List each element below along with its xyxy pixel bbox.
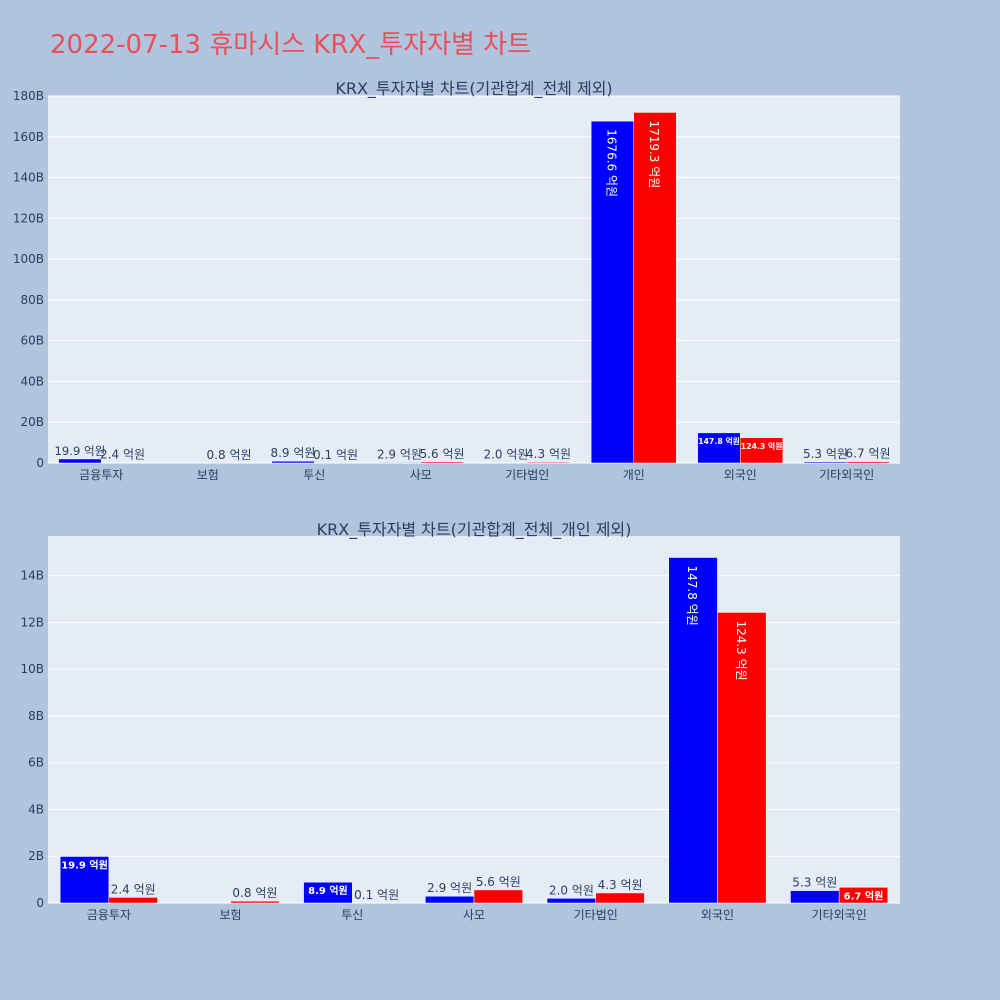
- data-label: 0.1 억원: [313, 448, 358, 462]
- data-label: 19.9 억원: [61, 858, 108, 871]
- data-label: 124.3 억원: [741, 441, 783, 451]
- y-tick-label: 180B: [13, 89, 44, 103]
- bar-blue: [425, 895, 475, 904]
- bar-red: [838, 887, 889, 904]
- chart-title: KRX_투자자별 차트(기관합계_전체 제외): [335, 79, 612, 99]
- bar-blue: [59, 856, 110, 904]
- y-tick-label: 20B: [20, 415, 44, 429]
- data-label: 5.3 억원: [792, 876, 837, 890]
- data-label: 6.7 억원: [844, 889, 884, 902]
- y-tick-label: 120B: [13, 211, 44, 225]
- data-label: 0.8 억원: [232, 886, 277, 900]
- bar-blue: [590, 120, 635, 464]
- x-tick-label: 투신: [303, 468, 325, 482]
- bar-red: [846, 461, 890, 464]
- x-tick-label: 투신: [341, 908, 363, 922]
- data-label: 147.8 억원: [685, 566, 699, 626]
- x-tick-label: 기타법인: [505, 468, 549, 482]
- bar-blue: [668, 557, 718, 904]
- data-label: 2.4 억원: [111, 882, 156, 896]
- data-label: 8.9 억원: [270, 446, 315, 460]
- y-tick-label: 80B: [20, 293, 44, 307]
- bar-blue: [377, 462, 421, 464]
- y-tick-label: 160B: [13, 130, 44, 144]
- y-tick-label: 0: [36, 456, 44, 470]
- y-tick-label: 60B: [20, 334, 44, 348]
- x-tick-label: 기타외국인: [819, 468, 874, 482]
- x-tick-label: 사모: [463, 908, 485, 922]
- x-tick-label: 개인: [623, 468, 645, 482]
- bar-red: [717, 612, 767, 904]
- plot-area: [48, 96, 900, 463]
- bar-red: [230, 900, 280, 904]
- data-label: 4.3 억원: [526, 447, 571, 461]
- y-tick-label: 6B: [28, 756, 44, 770]
- y-tick-label: 0: [36, 896, 44, 910]
- y-tick-label: 10B: [20, 662, 44, 676]
- chart-title: KRX_투자자별 차트(기관합계_전체_개인 제외): [317, 520, 632, 540]
- data-label: 2.0 억원: [483, 448, 528, 462]
- x-tick-label: 기타외국인: [812, 908, 867, 922]
- data-label: 0.1 억원: [354, 888, 399, 902]
- bar-blue: [271, 460, 315, 464]
- y-tick-label: 2B: [28, 849, 44, 863]
- bar-blue: [790, 890, 840, 904]
- chart-bottom: 0 2B 4B 6B 8B 10B 12B 14B KRX_투자자별 차트(기관합계_전체_개인…: [20, 520, 900, 922]
- x-tick-label: 외국인: [724, 468, 757, 482]
- y-tick-label: 8B: [28, 709, 44, 723]
- bar-red: [473, 889, 523, 904]
- bar-red: [740, 437, 784, 464]
- y-tick-label: 4B: [28, 802, 44, 816]
- y-tick-label: 40B: [20, 374, 44, 388]
- data-label: 2.4 억원: [100, 448, 145, 462]
- y-tick-label: 12B: [20, 615, 44, 629]
- y-tick-label: 100B: [13, 252, 44, 266]
- x-tick-label: 기타법인: [574, 908, 618, 922]
- bar-red: [633, 112, 677, 464]
- data-label: 6.7 억원: [846, 447, 891, 461]
- bar-red: [595, 892, 645, 904]
- bar-red: [527, 461, 571, 464]
- data-label: 1676.6 억원: [604, 129, 618, 197]
- data-label: 5.3 억원: [803, 447, 848, 461]
- bar-blue: [58, 458, 102, 464]
- y-tick-label: 140B: [13, 171, 44, 185]
- x-tick-label: 금융투자: [87, 908, 131, 922]
- data-label: 0.8 억원: [207, 448, 252, 462]
- bar-blue: [546, 898, 596, 904]
- x-tick-label: 보험: [197, 468, 219, 482]
- data-label: 147.8 억원: [698, 436, 740, 446]
- data-label: 1719.3 억원: [647, 120, 661, 188]
- bar-red: [108, 897, 158, 904]
- bar-blue: [803, 461, 848, 464]
- data-label: 5.6 억원: [420, 447, 465, 461]
- plot-area: [48, 536, 900, 903]
- data-label: 2.9 억원: [377, 447, 422, 461]
- data-label: 8.9 억원: [308, 884, 348, 897]
- data-label: 4.3 억원: [598, 878, 643, 892]
- x-tick-label: 외국인: [701, 908, 734, 922]
- bar-red: [420, 461, 464, 464]
- data-label: 5.6 억원: [476, 875, 521, 889]
- y-tick-label: 14B: [20, 569, 44, 583]
- x-tick-label: 사모: [410, 468, 432, 482]
- x-tick-label: 금융투자: [79, 468, 123, 482]
- bar-blue: [303, 881, 353, 904]
- page-title: 2022-07-13 휴마시스 KRX_투자자별 차트: [50, 30, 532, 60]
- data-label: 19.9 억원: [55, 444, 106, 458]
- data-label: 2.0 억원: [549, 883, 594, 897]
- bar-blue: [697, 432, 741, 464]
- chart-top: 0 20B 40B 60B 80B 100B 120B 140B 160B 180B KRX_투자자…: [13, 79, 900, 482]
- data-label: 2.9 억원: [427, 881, 472, 895]
- data-label: 124.3 억원: [734, 620, 748, 680]
- x-tick-label: 보험: [220, 908, 242, 922]
